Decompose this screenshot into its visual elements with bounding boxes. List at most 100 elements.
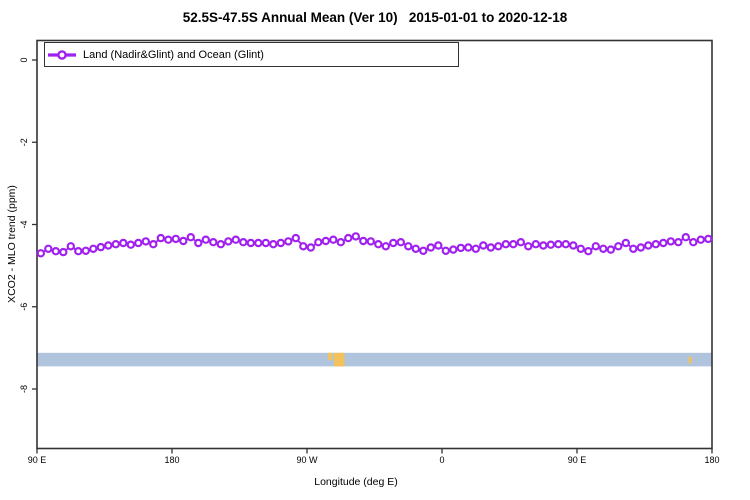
series-point [464, 243, 473, 252]
series-point [516, 237, 526, 247]
series-point [81, 246, 91, 255]
series-point [74, 246, 83, 256]
series-point [614, 242, 623, 251]
series-point [269, 239, 278, 249]
series-point [591, 242, 601, 251]
x-tick-label: 90 W [296, 455, 318, 465]
series-point [441, 246, 450, 255]
series-point [156, 233, 165, 243]
series-point [674, 237, 683, 247]
series-point [419, 246, 428, 255]
x-axis-label: Longitude (deg E) [314, 476, 398, 488]
series-point [689, 237, 698, 247]
series-point [321, 236, 330, 246]
land-patch [328, 352, 333, 361]
series-point [351, 232, 360, 241]
series-point [449, 245, 458, 254]
series-point [696, 235, 706, 244]
series-point [366, 237, 375, 246]
series-point [336, 237, 345, 247]
series-point [126, 240, 136, 249]
series-point [201, 235, 210, 244]
series-point [359, 236, 368, 246]
y-tick-label: -8 [19, 385, 29, 393]
series-point [291, 233, 300, 243]
series-point [629, 244, 638, 253]
series-point [306, 243, 315, 252]
y-tick-label: 0 [19, 57, 29, 62]
series-point [239, 237, 248, 247]
y-tick-label: -6 [19, 303, 29, 311]
series-point [104, 241, 113, 250]
series-point [119, 238, 128, 248]
series-point [299, 242, 308, 251]
ocean-band [37, 352, 712, 367]
series-point [216, 239, 225, 249]
x-tick-label: 90 E [568, 455, 587, 465]
series-point [231, 235, 240, 244]
plot-frame [36, 39, 713, 450]
y-tick-label: -2 [19, 138, 29, 146]
legend-label: Land (Nadir&Glint) and Ocean (Glint) [83, 48, 264, 61]
series-point [621, 238, 631, 248]
series-point [546, 240, 556, 249]
series-point [276, 238, 285, 248]
series-point [389, 238, 398, 248]
series-point [141, 237, 150, 246]
y-tick-label: -4 [19, 220, 29, 228]
series-point [584, 246, 593, 256]
series-point [524, 242, 533, 251]
series-point [531, 239, 541, 249]
x-tick-label: 180 [164, 455, 179, 465]
series-point [96, 242, 106, 252]
series-point [89, 244, 98, 253]
legend: Land (Nadir&Glint) and Ocean (Glint) [44, 42, 459, 67]
series-point [36, 249, 46, 258]
series-point [134, 238, 143, 248]
series-point [149, 239, 158, 249]
land-patch [334, 352, 345, 367]
x-tick-label: 0 [439, 455, 444, 465]
series-point [471, 244, 480, 253]
series-point [651, 239, 661, 249]
series-point [681, 232, 691, 242]
series-point [479, 241, 488, 250]
series-point [59, 247, 68, 257]
series-point [329, 235, 338, 244]
series-point [456, 243, 465, 253]
series-point [194, 238, 203, 248]
series-point [666, 237, 676, 246]
series-point [179, 236, 188, 246]
series-point [381, 242, 390, 251]
series-point [246, 238, 255, 248]
series-point [224, 237, 233, 246]
series-point [426, 243, 435, 252]
y-axis-label: XCO2 - MLO trend (ppm) [6, 185, 18, 303]
series-point [704, 234, 713, 244]
x-tick-label: 180 [704, 455, 719, 465]
land-patch [688, 356, 692, 364]
series-point [66, 242, 76, 251]
series-point [254, 238, 263, 248]
chart-title: 52.5S-47.5S Annual Mean (Ver 10) 2015-01… [182, 10, 568, 25]
series-point [539, 241, 548, 250]
legend-series-marker-icon [48, 49, 76, 60]
series-point [576, 244, 586, 253]
series-point [486, 243, 495, 252]
series-point [659, 238, 668, 248]
series-point [51, 246, 61, 256]
series-point [284, 237, 293, 246]
series-point [396, 237, 405, 247]
series-point [404, 242, 413, 251]
series-point [501, 239, 510, 249]
series-point [209, 237, 218, 247]
series-point [171, 234, 180, 244]
series-point [111, 239, 121, 249]
series-point [344, 233, 353, 243]
series-point [561, 239, 571, 249]
x-tick-label: 90 E [28, 455, 47, 465]
series-point [599, 244, 608, 253]
series-point [186, 232, 195, 242]
series-point [261, 238, 270, 248]
